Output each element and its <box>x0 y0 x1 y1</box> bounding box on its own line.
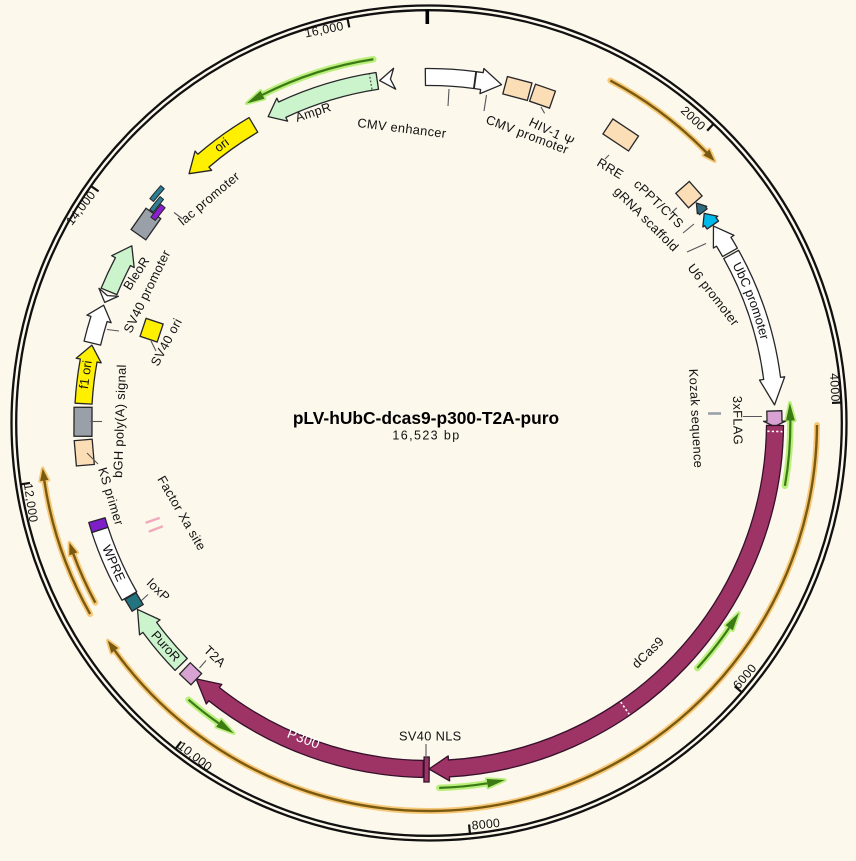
svg-text:8000: 8000 <box>471 816 501 833</box>
svg-text:SV40 NLS: SV40 NLS <box>399 729 462 744</box>
svg-text:4000: 4000 <box>827 373 842 402</box>
svg-text:pLV-hUbC-dcas9-p300-T2A-puro: pLV-hUbC-dcas9-p300-T2A-puro <box>293 408 559 428</box>
svg-text:16,523 bp: 16,523 bp <box>392 429 460 443</box>
svg-text:3xFLAG: 3xFLAG <box>730 396 746 445</box>
